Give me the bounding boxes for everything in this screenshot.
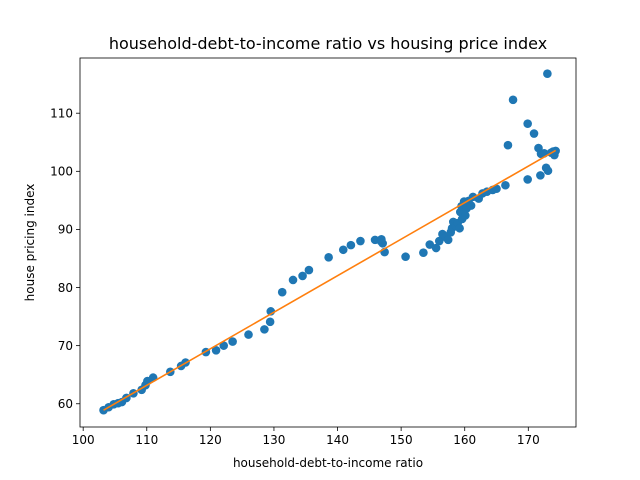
data-point bbox=[211, 345, 221, 355]
data-point bbox=[356, 236, 365, 246]
data-point bbox=[324, 253, 333, 262]
data-point bbox=[501, 180, 510, 190]
y-tick-label: 70 bbox=[58, 339, 73, 353]
data-point bbox=[543, 69, 552, 78]
y-tick-label: 100 bbox=[50, 165, 73, 179]
x-axis-label: household-debt-to-income ratio bbox=[233, 456, 423, 470]
y-tick-label: 60 bbox=[58, 397, 73, 411]
data-point bbox=[523, 119, 532, 128]
axes-frame bbox=[79, 57, 577, 428]
x-tick-label: 170 bbox=[517, 433, 540, 447]
data-point bbox=[431, 243, 441, 253]
x-axis-ticks: 100 110 120 130 140 150 160 170 bbox=[72, 427, 540, 447]
data-point bbox=[492, 184, 501, 194]
data-point bbox=[508, 95, 518, 105]
x-tick-label: 150 bbox=[390, 433, 413, 447]
data-point bbox=[338, 245, 348, 255]
y-tick-label: 80 bbox=[58, 281, 73, 295]
data-point bbox=[377, 235, 386, 244]
x-tick-label: 110 bbox=[135, 433, 158, 447]
data-point bbox=[425, 240, 435, 249]
data-point bbox=[419, 248, 428, 257]
data-point bbox=[503, 140, 513, 150]
data-point bbox=[543, 166, 553, 176]
data-point bbox=[455, 223, 464, 233]
data-point bbox=[219, 341, 229, 350]
x-tick-label: 100 bbox=[72, 433, 95, 447]
data-point bbox=[304, 265, 314, 275]
y-tick-label: 90 bbox=[58, 223, 73, 237]
y-tick-label: 110 bbox=[50, 107, 73, 121]
y-axis-label: house pricing index bbox=[23, 184, 37, 302]
data-point bbox=[461, 211, 470, 220]
data-point bbox=[244, 330, 253, 339]
fit-line bbox=[103, 149, 557, 411]
x-tick-label: 120 bbox=[199, 433, 222, 447]
data-point bbox=[346, 240, 356, 250]
x-tick-label: 160 bbox=[453, 433, 476, 447]
data-point bbox=[228, 337, 237, 346]
data-point bbox=[523, 175, 532, 184]
x-tick-label: 140 bbox=[326, 433, 349, 447]
plot-area bbox=[99, 69, 560, 415]
x-tick-label: 130 bbox=[262, 433, 285, 447]
data-point bbox=[434, 236, 444, 246]
data-point bbox=[529, 129, 539, 138]
data-point bbox=[401, 252, 410, 262]
data-point bbox=[298, 271, 307, 281]
data-point bbox=[277, 287, 287, 297]
data-point bbox=[288, 275, 298, 285]
data-point bbox=[260, 325, 269, 334]
data-point bbox=[443, 235, 453, 245]
chart-title: household-debt-to-income ratio vs housin… bbox=[109, 34, 547, 53]
data-point bbox=[536, 171, 545, 180]
data-point bbox=[265, 317, 275, 327]
data-point bbox=[466, 201, 476, 210]
y-axis-ticks: 60 70 80 90 100 110 bbox=[50, 107, 80, 411]
